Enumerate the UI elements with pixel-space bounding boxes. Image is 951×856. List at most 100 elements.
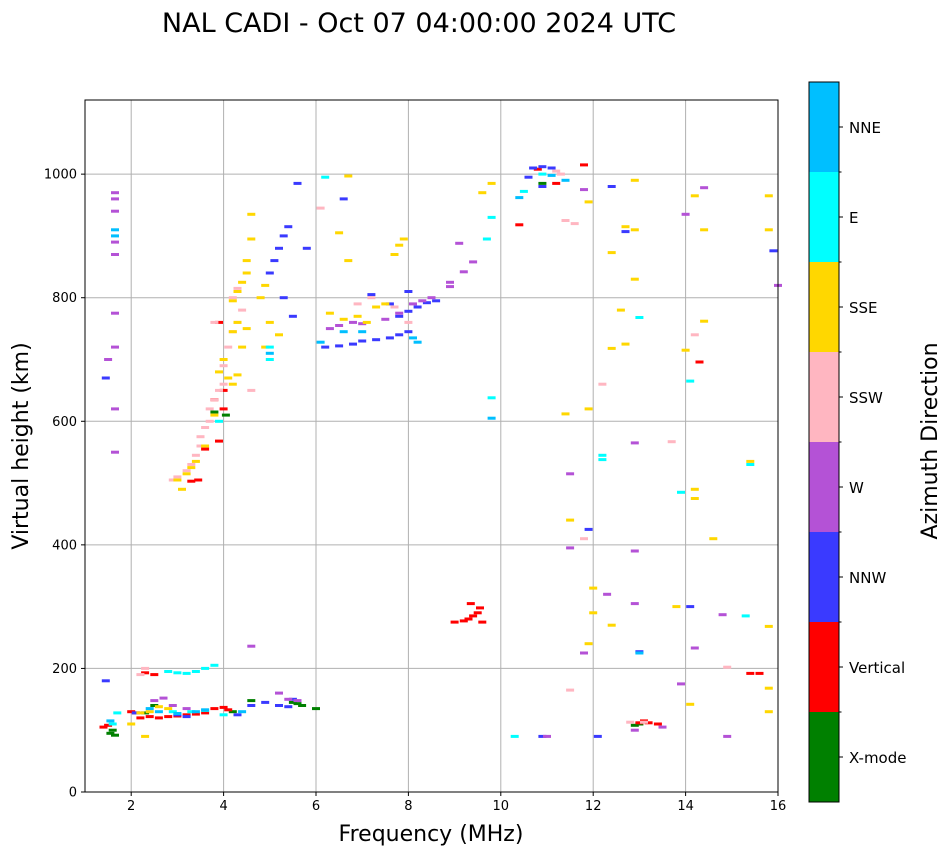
y-tick-label: 600 xyxy=(52,415,77,430)
data-point-e xyxy=(265,345,274,349)
data-point-ssw xyxy=(201,426,210,429)
data-point-vertical xyxy=(219,705,228,709)
data-point-sse xyxy=(335,231,344,235)
data-point-ssw xyxy=(215,388,223,392)
data-point-sse xyxy=(686,702,695,706)
plot-frame xyxy=(84,99,779,793)
data-point-ssw xyxy=(205,419,214,423)
data-point-e xyxy=(598,453,607,457)
data-point-ssw xyxy=(598,382,607,386)
data-point-vertical xyxy=(219,388,228,392)
data-point-sse xyxy=(242,271,251,275)
data-point-sse xyxy=(630,178,639,182)
data-point-e xyxy=(519,189,528,193)
data-point-e xyxy=(201,666,210,670)
data-point-vertical xyxy=(450,620,459,624)
data-point-nnw xyxy=(321,345,330,349)
data-point-sse xyxy=(746,459,755,463)
azimuth-colorbar: NNE E SSE SSW W NNW Vertical X-mode xyxy=(808,81,906,803)
data-point-nne xyxy=(358,330,367,334)
data-point-w xyxy=(459,270,468,274)
data-point-ssw xyxy=(561,219,570,222)
data-point-w xyxy=(700,186,709,190)
data-point-sse xyxy=(690,487,699,491)
x-tick-label: 16 xyxy=(770,799,787,814)
data-point-w xyxy=(630,441,639,445)
data-point-ssw xyxy=(210,398,219,402)
data-point-w xyxy=(677,682,685,686)
data-point-x-mode xyxy=(538,181,547,185)
data-point-w xyxy=(111,191,119,195)
data-point-w xyxy=(168,704,177,707)
data-point-ssw xyxy=(219,364,228,368)
plot-background xyxy=(85,100,778,792)
data-point-sse xyxy=(764,624,773,628)
data-point-sse xyxy=(584,642,593,646)
data-point-ssw xyxy=(136,673,145,677)
data-point-nnw xyxy=(584,527,593,531)
data-point-vertical xyxy=(746,671,755,675)
data-point-w xyxy=(358,322,367,326)
data-point-sse xyxy=(630,228,639,232)
colorbar-segment-sse xyxy=(809,262,839,353)
data-point-nnw xyxy=(547,166,556,170)
data-point-vertical xyxy=(141,671,150,675)
data-point-sse xyxy=(672,605,681,609)
data-point-x-mode xyxy=(106,731,115,735)
data-point-nnw xyxy=(302,246,311,250)
data-point-x-mode xyxy=(141,711,150,715)
data-point-vertical xyxy=(187,479,196,483)
data-point-nnw xyxy=(372,338,381,342)
data-point-e xyxy=(321,175,330,179)
data-point-nne xyxy=(191,710,200,714)
data-point-w xyxy=(104,358,113,361)
data-point-w xyxy=(681,212,690,216)
data-point-nne xyxy=(154,710,163,714)
data-point-nnw xyxy=(538,185,547,188)
data-point-w xyxy=(111,253,119,256)
data-point-sse xyxy=(242,259,251,263)
data-point-sse xyxy=(395,243,404,247)
data-point-sse xyxy=(238,280,247,284)
data-point-sse xyxy=(621,225,630,229)
data-point-sse xyxy=(191,459,200,463)
data-point-e xyxy=(677,490,685,494)
data-point-ssw xyxy=(556,172,565,176)
y-axis-ticks: 0 200 400 600 800 1000 xyxy=(44,168,85,801)
data-point-sse xyxy=(381,302,390,306)
data-point-w xyxy=(349,320,357,324)
data-point-ssw xyxy=(247,388,256,392)
data-point-sse xyxy=(399,237,408,241)
data-point-sse xyxy=(607,251,616,255)
data-point-nnw xyxy=(529,166,538,170)
data-point-sse xyxy=(616,308,625,312)
data-point-w xyxy=(111,407,119,411)
x-tick-label: 10 xyxy=(493,799,510,814)
data-point-nnw xyxy=(404,309,413,313)
data-point-nne xyxy=(111,234,119,238)
data-point-sse xyxy=(690,497,699,500)
data-point-sse xyxy=(487,181,496,185)
data-point-sse xyxy=(339,317,348,321)
data-point-e xyxy=(210,663,219,667)
data-point-sse xyxy=(242,327,251,331)
data-point-vertical xyxy=(201,447,210,451)
data-point-nnw xyxy=(131,711,140,715)
data-point-nne xyxy=(487,416,496,420)
data-point-sse xyxy=(764,228,773,232)
data-point-w xyxy=(603,592,612,596)
colorbar-tick-label: Vertical xyxy=(849,659,905,677)
data-point-x-mode xyxy=(630,723,639,727)
data-point-w xyxy=(469,260,478,264)
x-axis-ticks: 2 4 6 8 10 12 14 16 xyxy=(127,792,786,814)
data-point-e xyxy=(168,710,177,714)
data-point-e xyxy=(113,711,122,715)
data-point-nne xyxy=(173,712,182,715)
data-point-sse xyxy=(709,537,718,541)
data-point-vertical xyxy=(533,167,542,171)
data-point-sse xyxy=(247,237,256,241)
data-point-nnw xyxy=(524,175,533,179)
data-point-nne xyxy=(547,173,556,177)
data-point-sse xyxy=(228,299,237,303)
data-point-sse xyxy=(238,345,247,349)
